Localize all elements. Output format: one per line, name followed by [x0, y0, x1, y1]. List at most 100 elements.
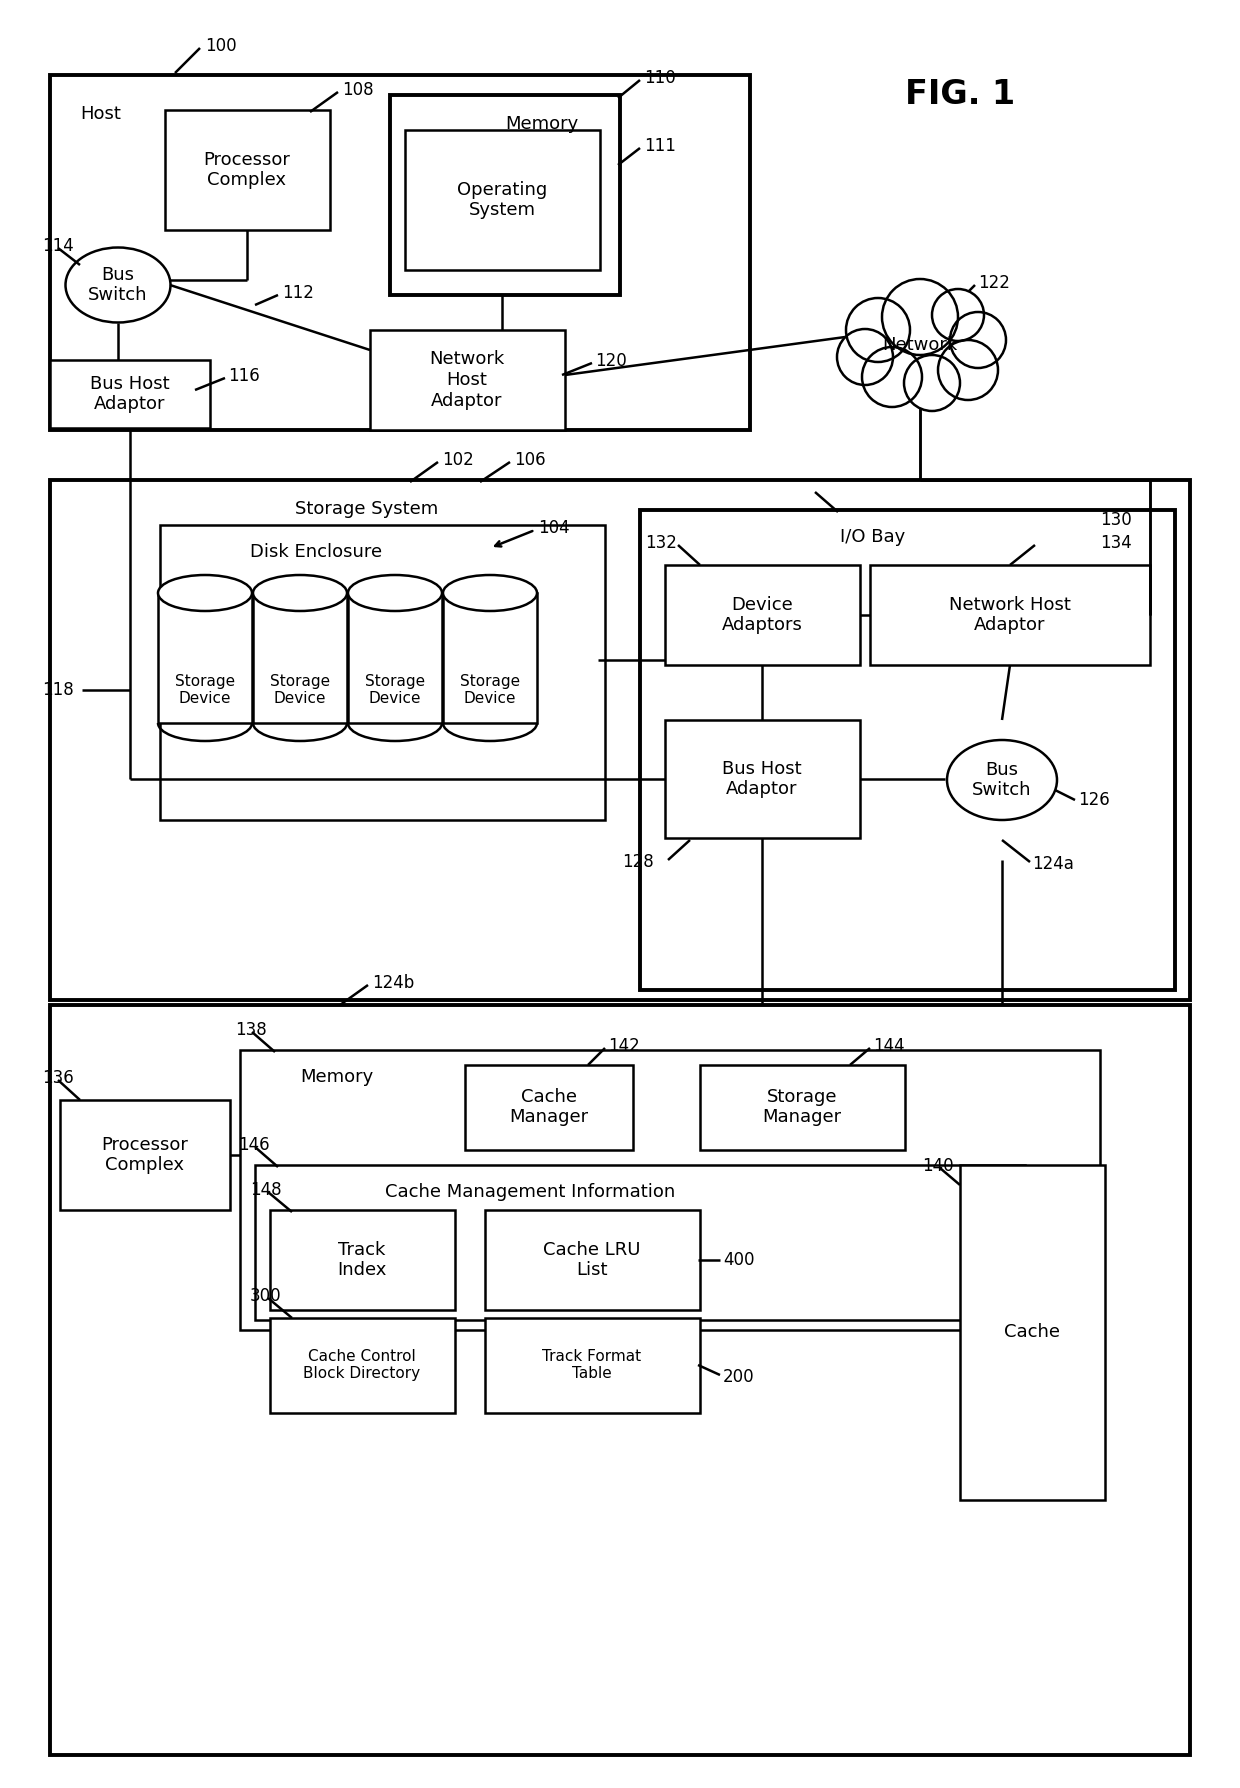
- Bar: [50, 75, 750, 429]
- Text: 116: 116: [228, 367, 259, 384]
- Text: Processor
Complex: Processor Complex: [102, 1135, 188, 1175]
- Circle shape: [905, 356, 959, 409]
- Circle shape: [847, 299, 909, 361]
- Text: Storage
Device: Storage Device: [270, 674, 330, 706]
- Text: 110: 110: [644, 70, 676, 88]
- Bar: [157, 594, 252, 722]
- Bar: [270, 1318, 455, 1413]
- Circle shape: [862, 347, 923, 408]
- Bar: [60, 1100, 229, 1210]
- Bar: [870, 565, 1149, 665]
- Text: Track
Index: Track Index: [337, 1241, 387, 1280]
- Bar: [960, 1166, 1105, 1500]
- Text: 111: 111: [644, 138, 676, 156]
- Text: Storage
Device: Storage Device: [175, 674, 236, 706]
- Text: 124b: 124b: [372, 974, 414, 992]
- Circle shape: [932, 290, 983, 340]
- Text: 108: 108: [342, 80, 373, 98]
- Text: 106: 106: [515, 451, 546, 468]
- Text: 120: 120: [595, 352, 626, 370]
- Bar: [241, 1050, 1100, 1330]
- Text: Memory: Memory: [300, 1067, 373, 1085]
- Text: Cache Control
Block Directory: Cache Control Block Directory: [304, 1348, 420, 1380]
- Circle shape: [904, 356, 960, 411]
- Bar: [485, 1210, 701, 1311]
- Bar: [270, 1210, 455, 1311]
- Text: Operating
System: Operating System: [456, 181, 547, 220]
- Text: 100: 100: [205, 38, 237, 55]
- Circle shape: [951, 313, 1004, 367]
- Circle shape: [937, 340, 998, 401]
- Bar: [370, 331, 565, 429]
- Text: Storage System: Storage System: [295, 501, 438, 519]
- Text: 148: 148: [250, 1182, 281, 1200]
- Bar: [701, 1066, 905, 1150]
- Text: 114: 114: [42, 238, 73, 256]
- Text: FIG. 1: FIG. 1: [905, 79, 1016, 111]
- Circle shape: [882, 279, 959, 356]
- Text: Cache: Cache: [1004, 1323, 1060, 1341]
- Text: 130: 130: [1100, 511, 1132, 529]
- Bar: [465, 1066, 632, 1150]
- Text: Memory: Memory: [505, 114, 578, 132]
- Text: Cache Management Information: Cache Management Information: [384, 1184, 676, 1202]
- Circle shape: [883, 281, 957, 354]
- Text: 132: 132: [645, 535, 677, 552]
- Circle shape: [939, 342, 997, 399]
- Text: Bus
Switch: Bus Switch: [972, 760, 1032, 799]
- Text: 104: 104: [538, 519, 569, 536]
- Text: 136: 136: [42, 1069, 73, 1087]
- Text: Bus Host
Adaptor: Bus Host Adaptor: [722, 760, 802, 799]
- Text: Network: Network: [883, 336, 957, 354]
- Bar: [50, 1005, 1190, 1756]
- Text: 140: 140: [923, 1157, 954, 1175]
- Text: Storage
Manager: Storage Manager: [763, 1087, 842, 1126]
- Text: 122: 122: [978, 274, 1009, 291]
- Bar: [485, 1318, 701, 1413]
- Text: Cache
Manager: Cache Manager: [510, 1087, 589, 1126]
- Ellipse shape: [443, 576, 537, 611]
- Circle shape: [950, 311, 1006, 368]
- Ellipse shape: [348, 576, 441, 611]
- Bar: [255, 1166, 1025, 1320]
- Bar: [405, 131, 600, 270]
- Ellipse shape: [66, 247, 171, 322]
- Text: 300: 300: [250, 1287, 281, 1305]
- Bar: [160, 526, 605, 821]
- Text: Network Host
Adaptor: Network Host Adaptor: [949, 595, 1071, 635]
- Ellipse shape: [157, 576, 252, 611]
- Text: Host: Host: [81, 105, 120, 123]
- Bar: [50, 479, 1190, 999]
- Bar: [665, 565, 861, 665]
- Text: 144: 144: [873, 1037, 905, 1055]
- Circle shape: [838, 331, 892, 384]
- Text: 400: 400: [723, 1252, 754, 1269]
- Text: Processor
Complex: Processor Complex: [203, 150, 290, 190]
- Text: 118: 118: [42, 681, 73, 699]
- Bar: [665, 721, 861, 839]
- Text: 134: 134: [1100, 535, 1132, 552]
- Bar: [253, 594, 347, 722]
- Circle shape: [837, 329, 893, 384]
- Bar: [391, 95, 620, 295]
- Text: Disk Enclosure: Disk Enclosure: [250, 544, 382, 561]
- Bar: [443, 594, 537, 722]
- Text: 112: 112: [281, 284, 314, 302]
- Text: 124a: 124a: [1032, 855, 1074, 873]
- Text: I/O Bay: I/O Bay: [839, 527, 905, 545]
- Ellipse shape: [253, 576, 347, 611]
- Text: Network
Host
Adaptor: Network Host Adaptor: [429, 350, 505, 409]
- Text: Track Format
Table: Track Format Table: [542, 1348, 641, 1380]
- Text: 146: 146: [238, 1135, 269, 1153]
- Text: 200: 200: [723, 1368, 755, 1386]
- Bar: [165, 111, 330, 231]
- Text: Storage
Device: Storage Device: [460, 674, 520, 706]
- Circle shape: [863, 349, 921, 406]
- Text: Storage
Device: Storage Device: [365, 674, 425, 706]
- Ellipse shape: [947, 740, 1056, 821]
- Text: Cache LRU
List: Cache LRU List: [543, 1241, 641, 1280]
- Text: 142: 142: [608, 1037, 640, 1055]
- Bar: [348, 594, 441, 722]
- Text: Bus Host
Adaptor: Bus Host Adaptor: [91, 375, 170, 413]
- Text: 138: 138: [236, 1021, 267, 1039]
